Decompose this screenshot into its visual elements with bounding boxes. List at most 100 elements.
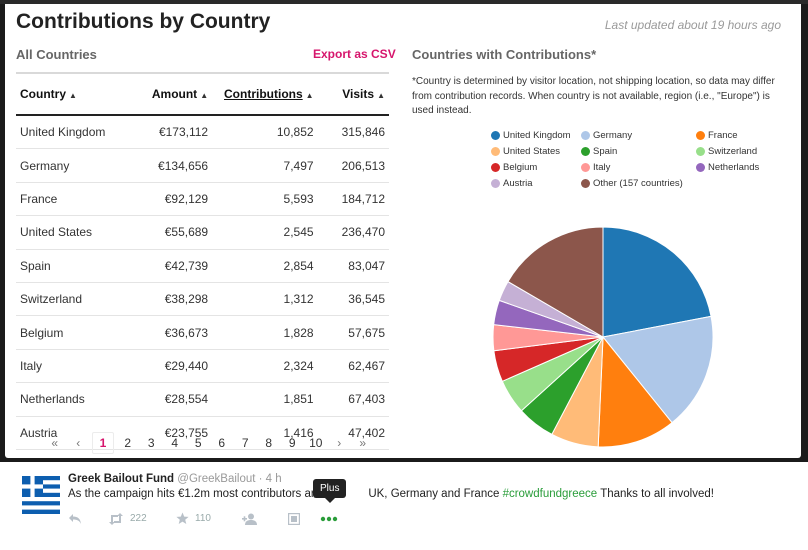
tweet-text-part: Thanks to all involved!: [600, 488, 714, 500]
cell-country: United Kingdom: [16, 115, 130, 150]
page-button[interactable]: 5: [194, 436, 202, 450]
cell-contributions: 1,828: [212, 315, 318, 350]
top-strip: [0, 0, 808, 4]
retweet-button[interactable]: 222: [108, 512, 176, 525]
plus-tooltip: Plus: [313, 479, 347, 503]
pie-slice[interactable]: [597, 335, 673, 448]
column-header-contributions[interactable]: Contributions ▲︎: [212, 72, 318, 116]
legend-label: Austria: [503, 178, 533, 189]
follow-icon[interactable]: [242, 513, 288, 525]
tweet-handle: @GreekBailout · 4 h: [177, 473, 282, 485]
cell-contributions: 7,497: [212, 148, 318, 183]
tweet-author[interactable]: Greek Bailout Fund @GreekBailout · 4 h: [68, 473, 282, 485]
favorite-button[interactable]: 110: [176, 512, 242, 525]
last-page-button[interactable]: »: [359, 436, 367, 450]
legend-label: Switzerland: [708, 146, 758, 157]
legend-label: Spain: [593, 146, 618, 157]
cell-amount: €36,673: [129, 315, 213, 350]
cell-amount: €23,755: [129, 416, 213, 450]
legend-swatch: [491, 163, 500, 172]
cell-contributions: 1,312: [212, 282, 318, 317]
legend-label: France: [708, 130, 738, 141]
legend-item[interactable]: Austria: [491, 178, 533, 189]
page-title: Contributions by Country: [16, 10, 271, 33]
cell-visits: 236,470: [317, 215, 389, 250]
legend-swatch: [491, 131, 500, 140]
column-header-country[interactable]: Country ▲︎: [16, 72, 130, 116]
table-row: Austria €23,755 1,416 47,402: [16, 416, 389, 450]
cell-country: Netherlands: [16, 382, 130, 417]
sort-icon: ▲︎: [305, 91, 314, 100]
cell-contributions: 2,545: [212, 215, 318, 250]
sort-icon: ▲︎: [69, 91, 77, 100]
table-row: France €92,129 5,593 184,712: [16, 182, 389, 217]
legend-item[interactable]: Spain: [581, 146, 617, 157]
legend-label: Other (157 countries): [593, 178, 683, 189]
legend-label: Belgium: [503, 162, 538, 173]
page-button[interactable]: 8: [265, 436, 273, 450]
page-button[interactable]: 9: [288, 436, 296, 450]
legend-swatch: [696, 163, 705, 172]
legend-item[interactable]: France: [696, 130, 738, 141]
column-header-visits[interactable]: Visits ▲︎: [317, 72, 389, 116]
hashtag-link[interactable]: #crowdfundgreece: [502, 488, 598, 500]
legend-item[interactable]: Germany: [581, 130, 632, 141]
page-button[interactable]: 2: [124, 436, 132, 450]
export-csv-link[interactable]: Export as CSV: [313, 47, 396, 61]
table-row: Switzerland €38,298 1,312 36,545: [16, 282, 389, 317]
legend-item[interactable]: Italy: [581, 162, 610, 173]
next-page-button[interactable]: ›: [337, 436, 342, 450]
cell-visits: 36,545: [317, 282, 389, 317]
page-button[interactable]: 4: [171, 436, 179, 450]
page-button[interactable]: 3: [147, 436, 155, 450]
legend-item[interactable]: Switzerland: [696, 146, 757, 157]
pie-slice[interactable]: [602, 315, 714, 424]
page-button[interactable]: 6: [218, 436, 226, 450]
cell-visits: 83,047: [317, 249, 389, 283]
page-button-current[interactable]: 1: [92, 432, 114, 454]
pie-slice[interactable]: [507, 226, 604, 338]
favorite-count: 110: [195, 513, 211, 524]
contributions-panel: Contributions by Country Last updated ab…: [5, 4, 801, 458]
sort-icon: ▲︎: [200, 91, 209, 100]
page-button[interactable]: 7: [241, 436, 249, 450]
cell-contributions: 1,416: [212, 416, 318, 450]
chart-heading: Countries with Contributions*: [412, 47, 597, 62]
cell-amount: €92,129: [129, 182, 213, 217]
cell-visits: 315,846: [317, 115, 389, 150]
last-updated: Last updated about 19 hours ago: [604, 18, 781, 32]
image-icon[interactable]: [288, 512, 320, 525]
tweet-text-part: UK, Germany and France: [368, 488, 500, 500]
tweet-text-part: As the campaign hits €1.2m most contribu…: [68, 488, 322, 500]
legend-item[interactable]: Netherlands: [696, 162, 759, 173]
table-heading: All Countries: [16, 47, 97, 62]
countries-table: Country ▲︎ Amount ▲︎ Contributions ▲︎ Visit…: [16, 72, 389, 450]
legend-item[interactable]: Other (157 countries): [581, 178, 683, 189]
cell-country: United States: [16, 215, 130, 250]
page-button[interactable]: 10: [309, 436, 323, 450]
first-page-button[interactable]: «: [51, 436, 59, 450]
prev-page-button[interactable]: ‹: [76, 436, 81, 450]
legend-swatch: [696, 131, 705, 140]
reply-icon[interactable]: [68, 513, 108, 525]
table-row: Belgium €36,673 1,828 57,675: [16, 315, 389, 350]
more-icon[interactable]: [320, 516, 350, 522]
greek-flag-avatar[interactable]: [22, 476, 60, 514]
cell-amount: €134,656: [129, 148, 213, 183]
cell-contributions: 2,854: [212, 249, 318, 283]
legend-item[interactable]: United Kingdom: [491, 130, 571, 141]
column-header-amount[interactable]: Amount ▲︎: [129, 72, 213, 116]
cell-contributions: 10,852: [212, 115, 318, 150]
legend-label: Italy: [593, 162, 611, 173]
tweet-actions: 222 110: [68, 512, 350, 525]
cell-country: Germany: [16, 148, 130, 183]
cell-visits: 47,402: [317, 416, 389, 450]
retweet-icon: [109, 512, 123, 525]
tweet-text: As the campaign hits €1.2m most contribu…: [68, 488, 714, 500]
legend-item[interactable]: Belgium: [491, 162, 537, 173]
cell-country: Spain: [16, 249, 130, 283]
pie-slice[interactable]: [602, 226, 712, 338]
pagination: « ‹ 1 2 3 4 5 6 7 8 9 10 › »: [43, 432, 375, 454]
tweet-author-name: Greek Bailout Fund: [68, 473, 175, 485]
legend-item[interactable]: United States: [491, 146, 560, 157]
